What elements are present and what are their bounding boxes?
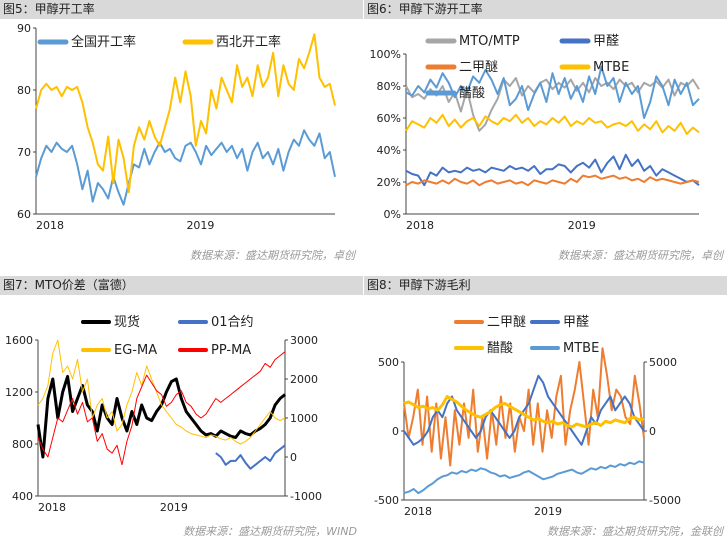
legend-label-2-1: MTO/MTP — [459, 34, 520, 49]
chart-panel-3: 图7：MTO价差（富德） 400 800 1200 1600 -1000 0 1000 200… — [0, 276, 363, 544]
x-tick-label-3-0: 2018 — [38, 501, 66, 514]
series-line-3-4 — [37, 351, 286, 466]
y-tick-label-4-1: 0 — [392, 425, 399, 438]
legend-label-2-5: 醋酸 — [459, 85, 485, 101]
y2-tick-label-4-1: 0 — [649, 425, 656, 438]
x-tick-label-3-1: 2019 — [160, 501, 188, 514]
legend-label-3-3: EG-MA — [114, 343, 157, 358]
chart-title-2: 图6：甲醇下游开工率 — [364, 0, 727, 19]
y-tick-label-1-0: 60 — [17, 208, 31, 221]
y-tick-label-3-2: 1200 — [5, 386, 33, 399]
y2-tick-label-3-1: 0 — [290, 451, 297, 464]
chart-panel-1: 图5：甲醇开工率 60 70 80 90 2018 2019 全国开工率 西北开工率 数据来源… — [0, 0, 363, 270]
legend-label-4-1: 二甲醚 — [487, 315, 526, 330]
x-tick-label-1-1: 2019 — [186, 219, 214, 232]
series-line-2-5 — [405, 65, 700, 119]
y-tick-label-3-1: 800 — [12, 438, 33, 451]
legend-label-2-3: 二甲醚 — [459, 60, 498, 75]
y-tick-label-1-1: 70 — [17, 146, 31, 159]
legend-label-3-4: PP-MA — [211, 343, 251, 358]
y2-tick-label-4-0: -5000 — [649, 494, 681, 507]
legend-label-4-2: 甲醛 — [563, 314, 589, 330]
legend-label-2-2: 甲醛 — [593, 33, 619, 49]
legend-label-4-3: 醋酸 — [487, 340, 513, 356]
chart-svg-3: 400 800 1200 1600 -1000 0 1000 2000 3000 2018 2019… — [5, 314, 322, 514]
legend-label-4-4: MTBE — [563, 341, 599, 356]
series-line-4-3 — [403, 395, 645, 429]
chart-title-3: 图7：MTO价差（富德） — [0, 276, 363, 295]
series-line-4-2 — [403, 374, 645, 446]
series-line-3-2 — [215, 444, 286, 470]
y-tick-label-2-5: 100% — [370, 48, 401, 61]
series-line-2-3 — [405, 174, 700, 187]
series-line-1-1 — [35, 129, 336, 206]
series-line-1-2 — [35, 33, 336, 194]
y2-tick-label-4-2: 5000 — [649, 356, 677, 369]
chart-panel-4: 图8：甲醇下游毛利 -500 0 500 -5000 0 5000 2018 2019 二甲醚甲… — [364, 276, 727, 544]
y-tick-label-3-0: 400 — [12, 490, 33, 503]
source-note-2: 数据来源：盛达期货研究院，卓创 — [558, 249, 723, 262]
y-tick-label-2-3: 60% — [377, 112, 401, 125]
legend-label-1-1: 全国开工率 — [71, 34, 136, 50]
chart-panel-2: 图6：甲醇下游开工率 0% 20% 40% 60% 80% 100% 2018 2019 MTO… — [364, 0, 727, 270]
x-tick-label-4-0: 2018 — [404, 505, 432, 518]
y2-tick-label-3-3: 2000 — [290, 373, 318, 386]
x-tick-label-2-0: 2018 — [406, 219, 434, 232]
x-tick-label-1-0: 2018 — [36, 219, 64, 232]
legend-label-2-4: MTBE — [593, 60, 629, 75]
chart-svg-1: 60 70 80 90 2018 2019 全国开工率 西北开工率 — [17, 22, 336, 232]
y-tick-label-3-3: 1600 — [5, 334, 33, 347]
y-tick-label-2-4: 80% — [377, 80, 401, 93]
series-line-4-4 — [403, 460, 645, 495]
y-tick-label-4-0: -500 — [374, 494, 399, 507]
y-tick-label-4-2: 500 — [378, 356, 399, 369]
x-tick-label-4-1: 2019 — [534, 505, 562, 518]
series-line-4-1 — [403, 347, 645, 467]
chart-title-1: 图5：甲醇开工率 — [0, 0, 363, 19]
source-note-4: 数据来源：盛达期货研究院，金联创 — [547, 525, 723, 538]
series-line-2-2 — [405, 153, 700, 187]
y-tick-label-1-3: 90 — [17, 22, 31, 35]
x-tick-label-2-1: 2019 — [568, 219, 596, 232]
series-line-2-4 — [405, 113, 700, 135]
legend-label-3-2: 01合约 — [211, 315, 254, 330]
y-tick-label-2-0: 0% — [384, 208, 401, 221]
y-tick-label-2-2: 40% — [377, 144, 401, 157]
y2-tick-label-3-0: -1000 — [290, 490, 322, 503]
series-line-3-3 — [37, 339, 286, 445]
y-tick-label-1-2: 80 — [17, 84, 31, 97]
legend-label-1-2: 西北开工率 — [216, 34, 281, 50]
y2-tick-label-3-4: 3000 — [290, 334, 318, 347]
y-tick-label-2-1: 20% — [377, 176, 401, 189]
source-note-3: 数据来源：盛达期货研究院，WIND — [183, 525, 357, 538]
source-note-1: 数据来源：盛达期货研究院，卓创 — [190, 249, 355, 262]
y2-tick-label-3-2: 1000 — [290, 412, 318, 425]
legend-label-3-1: 现货 — [114, 314, 140, 330]
chart-title-4: 图8：甲醇下游毛利 — [364, 276, 727, 295]
series-line-3-1 — [36, 374, 286, 459]
